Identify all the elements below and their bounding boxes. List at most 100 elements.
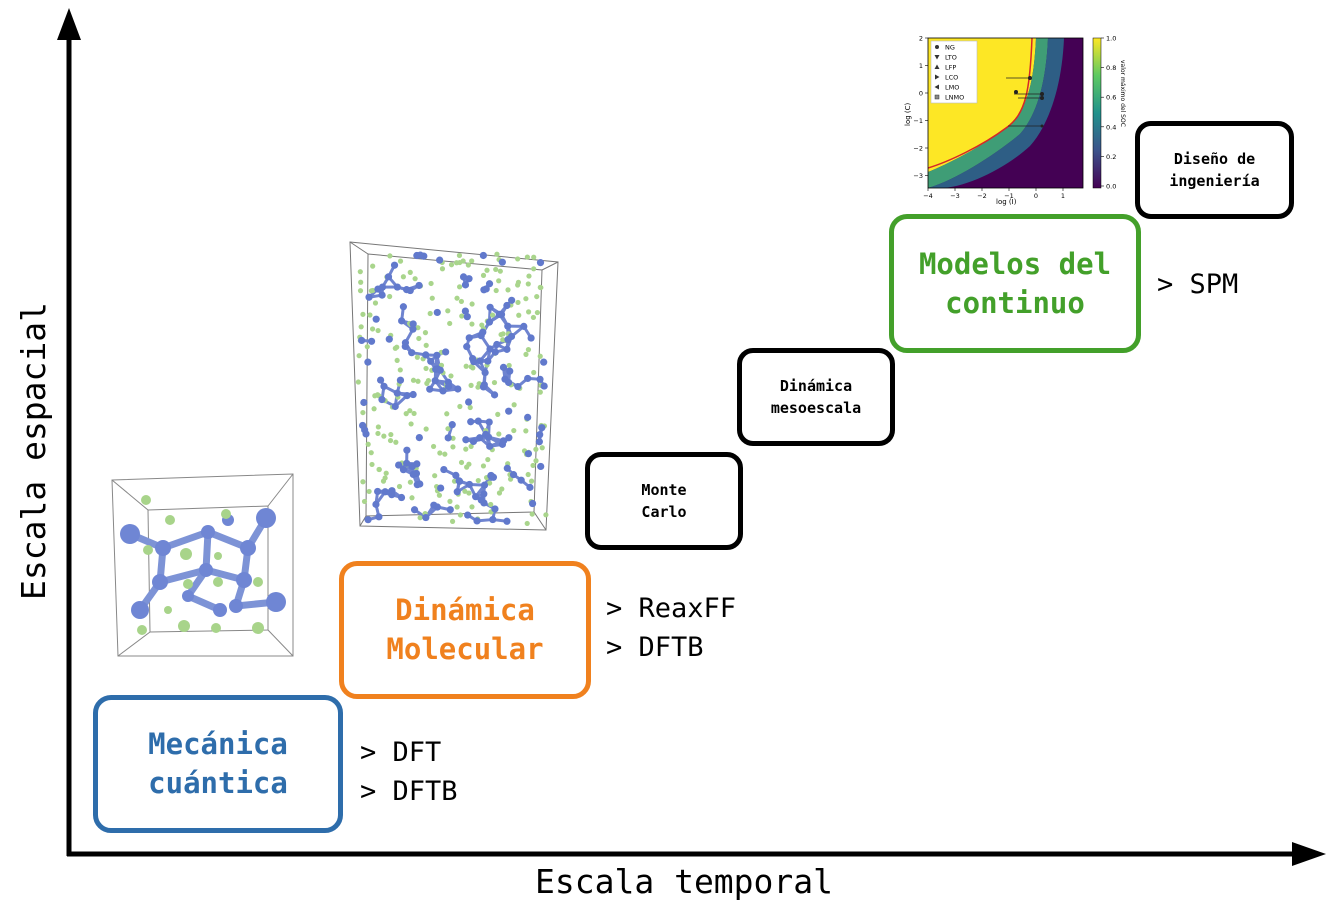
md-atom-light xyxy=(370,263,376,269)
md-atom-dark xyxy=(452,471,460,479)
md-atom-dark xyxy=(473,517,481,525)
md-atom-dark xyxy=(498,258,506,266)
md-atom-light xyxy=(534,309,541,316)
x-tick-label: −3 xyxy=(950,192,960,200)
md-atom-light xyxy=(409,495,415,501)
md-atom-dark xyxy=(415,281,423,290)
md-atom-light xyxy=(531,369,537,376)
colorbar-tick-label: 0.6 xyxy=(1106,94,1116,102)
md-atom-dark xyxy=(485,280,494,288)
md-atom-dark xyxy=(433,308,441,317)
montecarlo-line-2: Carlo xyxy=(641,503,687,521)
md-atom-light xyxy=(487,480,493,486)
md-atom-dark xyxy=(403,392,411,400)
md-atom-dark xyxy=(409,390,417,399)
md-atom-light xyxy=(423,365,429,372)
md-atom-dark xyxy=(401,342,409,351)
x-tick-label: −4 xyxy=(923,192,933,200)
md-atom-light xyxy=(444,411,450,417)
md-atom-light xyxy=(375,430,381,437)
colorbar-tick-label: 1.0 xyxy=(1106,35,1116,43)
md-atom-light xyxy=(516,312,522,318)
legend-label-ng: NG xyxy=(945,44,955,52)
md-atom-dark xyxy=(524,450,533,458)
md-atom-light xyxy=(393,439,399,445)
md-atom-dark xyxy=(388,491,396,499)
y-tick-label: 1 xyxy=(919,62,923,70)
md-atom-dark xyxy=(375,513,383,521)
legend-label-lmo: LMO xyxy=(945,84,959,92)
md-atom-light xyxy=(533,458,539,464)
md-atom-light xyxy=(525,347,532,353)
md-atom-dark xyxy=(503,345,511,353)
md-atom-light xyxy=(497,268,503,274)
md-atom-dark xyxy=(474,417,482,425)
md-atom-dark xyxy=(538,424,546,432)
md-atom-light xyxy=(375,392,381,398)
md-atom-light xyxy=(427,310,433,317)
md-atom-light xyxy=(423,342,429,348)
md-atom-light xyxy=(489,312,496,318)
md-atom-dark xyxy=(504,322,512,330)
md-atom-dark xyxy=(505,434,513,442)
md-atom-light xyxy=(463,363,469,369)
md-atom-dark xyxy=(378,395,386,404)
md-atom-dark xyxy=(403,446,411,454)
md-atom-dark xyxy=(463,313,471,321)
md-atom-dark xyxy=(406,286,414,295)
md-atom-light xyxy=(491,379,498,386)
md-atom-dark xyxy=(527,334,535,342)
md-atom-light xyxy=(425,377,431,384)
md-atom-light xyxy=(524,254,530,260)
md-atom-light xyxy=(448,262,455,268)
md-atom-dark xyxy=(390,261,399,269)
md-atom-light xyxy=(450,444,456,450)
md-atom-dark xyxy=(536,431,544,439)
md-atom-light xyxy=(383,470,389,476)
md-atom-dark xyxy=(448,421,456,429)
md-atom-dark xyxy=(465,275,473,283)
md-atom-light xyxy=(422,330,429,336)
monte-carlo-box: Monte Carlo xyxy=(585,452,743,550)
md-atom-dark xyxy=(499,437,508,445)
md-atom-dark xyxy=(398,317,406,325)
md-atom-light xyxy=(537,389,543,395)
md-atom-light xyxy=(436,492,443,498)
method-dftb-molecular: > DFTB xyxy=(606,632,704,663)
md-atom-light xyxy=(511,427,517,434)
md-atom-dark xyxy=(508,296,516,304)
md-atom-dark xyxy=(465,398,473,406)
md-atom-dark xyxy=(520,322,528,330)
md-atom-light xyxy=(416,335,422,342)
md-atom-light xyxy=(429,295,435,301)
md-atom-dark xyxy=(459,273,468,281)
md-atom-light xyxy=(465,262,471,268)
md-atom-light xyxy=(460,258,466,264)
molecular-methods: > ReaxFF > DFTB xyxy=(606,589,736,667)
x-tick-label: 0 xyxy=(1034,192,1038,200)
md-atom-dark xyxy=(491,505,499,513)
legend-marker-lnmo xyxy=(934,94,940,100)
montecarlo-line-1: Monte xyxy=(641,481,687,499)
crystal-structure-image xyxy=(111,473,294,657)
md-atom-dark xyxy=(422,513,430,522)
md-atom-dark xyxy=(381,488,389,496)
quantum-methods: > DFT > DFTB xyxy=(360,733,458,811)
md-atom-dark xyxy=(506,367,514,375)
md-atom-dark xyxy=(537,462,545,471)
md-atom-light xyxy=(515,299,521,306)
md-atom-dark xyxy=(470,358,478,366)
md-atom-light xyxy=(387,437,394,444)
soc-heatmap-figure: NG LTO LFP LCO LMO LNMO 1.0 0.8 0.6 0.4 0.2 0.0 −4… xyxy=(896,30,1132,215)
md-atom-dark xyxy=(399,466,408,474)
md-atom-light xyxy=(468,443,474,449)
md-atom-dark xyxy=(395,461,403,469)
md-atom-light xyxy=(526,309,532,315)
md-atom-light xyxy=(507,476,514,482)
x-axis-arrowhead xyxy=(1292,842,1326,866)
md-atom-light xyxy=(543,512,549,518)
legend-marker-lmo xyxy=(934,84,939,90)
md-atom-dark xyxy=(416,251,424,259)
md-atom-light xyxy=(372,300,379,306)
md-atom-light xyxy=(356,353,362,359)
